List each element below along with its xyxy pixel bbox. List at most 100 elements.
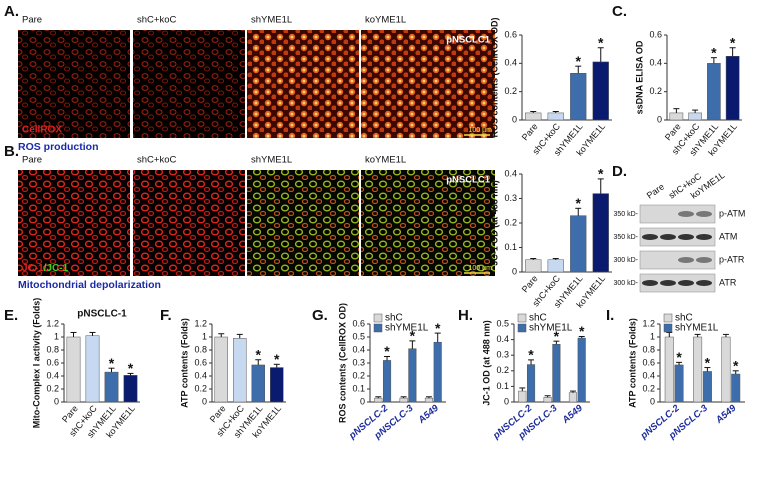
bar — [233, 338, 247, 403]
image-label: shYME1L — [251, 155, 292, 166]
blot-band — [678, 257, 694, 263]
blot-band — [678, 280, 694, 286]
significance-mark: * — [598, 166, 604, 182]
legend-swatch — [517, 313, 527, 323]
significance-mark: * — [576, 53, 582, 69]
y-tick-label: 1.2 — [194, 318, 207, 328]
image-label: Pare — [22, 15, 42, 26]
bar — [525, 259, 542, 273]
bar — [693, 336, 703, 403]
bar — [543, 397, 552, 403]
y-tick-label: 0.1 — [496, 381, 509, 391]
bar — [721, 336, 731, 403]
x-tick-label: Pare — [520, 273, 540, 294]
y-tick-label: 0.1 — [352, 383, 365, 393]
bar — [85, 335, 100, 403]
image-label: shYME1L — [251, 15, 292, 26]
bar — [570, 73, 587, 121]
significance-mark: * — [128, 360, 134, 376]
bar — [399, 397, 408, 403]
y-tick-label: 0.8 — [642, 344, 655, 354]
y-tick-label: 0.8 — [194, 344, 207, 354]
y-tick-label: 0 — [504, 396, 509, 406]
image-label: koYME1L — [365, 155, 406, 166]
bar — [731, 373, 741, 403]
significance-mark: * — [410, 328, 416, 344]
blot-band — [696, 280, 712, 286]
y-tick-label: 0.5 — [352, 331, 365, 341]
image-caption: ROS production — [18, 141, 99, 153]
bar — [577, 337, 586, 403]
significance-mark: * — [711, 44, 717, 60]
y-tick-label: 0.4 — [46, 370, 59, 380]
bar — [664, 336, 674, 403]
y-axis-label: ROS contents (CellROX OD) — [489, 17, 499, 137]
y-tick-label: 0.2 — [504, 86, 517, 96]
bar — [547, 259, 564, 273]
y-tick-label: 0 — [657, 114, 662, 124]
bar — [382, 360, 392, 403]
legend-label: shC — [529, 313, 547, 324]
bar — [433, 341, 442, 403]
legend-label: shC — [385, 313, 403, 324]
panel-label: H. — [458, 307, 473, 324]
significance-mark: * — [274, 351, 280, 367]
y-tick-label: 0.3 — [504, 193, 517, 203]
y-tick-label: 0 — [650, 396, 655, 406]
y-tick-label: 0.4 — [194, 370, 207, 380]
panel-label: G. — [312, 307, 328, 324]
blot-marker: 300 kD- — [613, 280, 638, 287]
bar — [725, 56, 740, 121]
scale-bar-label: 100 µm — [469, 265, 493, 272]
image-caption: Mitochondrial depolarization — [18, 279, 161, 291]
y-axis-label: ssDNA ELISA OD — [634, 40, 644, 114]
y-axis-label: JC-1 OD (at 488 nm) — [481, 320, 491, 406]
legend-swatch — [373, 313, 383, 323]
y-tick-label: 0.2 — [194, 383, 207, 393]
image-label: shC+koC — [137, 15, 176, 26]
y-tick-label: 0.6 — [352, 318, 365, 328]
blot-strip — [639, 273, 716, 293]
significance-mark: * — [528, 347, 534, 363]
y-tick-label: 1 — [54, 331, 59, 341]
bar — [104, 371, 119, 403]
significance-mark: * — [256, 346, 262, 362]
legend-label: shYME1L — [529, 323, 573, 334]
x-tick-label: Pare — [520, 121, 540, 142]
blot-protein: p-ATM — [719, 208, 745, 218]
significance-mark: * — [109, 355, 115, 371]
blot-band — [642, 234, 658, 240]
panel-label: B. — [4, 143, 19, 160]
significance-mark: * — [705, 354, 711, 370]
blot-band — [678, 234, 694, 240]
bar — [592, 193, 609, 273]
y-tick-label: 0.5 — [496, 318, 509, 328]
stain-red: JC-1 — [22, 263, 44, 274]
panel-label: E. — [4, 307, 18, 324]
panel-label: D. — [612, 163, 627, 180]
blot-strip — [639, 250, 716, 270]
micrograph — [133, 30, 245, 138]
panel-label: A. — [4, 3, 19, 20]
blot-band — [696, 234, 712, 240]
bar — [374, 397, 383, 403]
blot-band — [678, 211, 694, 217]
bar — [592, 61, 609, 121]
significance-mark: * — [576, 195, 582, 211]
y-tick-label: 0.6 — [194, 357, 207, 367]
blot-protein: ATM — [719, 231, 737, 241]
legend-swatch — [517, 323, 527, 333]
y-tick-label: 0.4 — [504, 58, 517, 68]
micrograph — [247, 170, 359, 276]
bar — [251, 364, 265, 403]
chart-title: pNSCLC-1 — [77, 309, 127, 320]
y-tick-label: 1.2 — [46, 318, 59, 328]
image-label: shC+koC — [137, 155, 176, 166]
y-tick-label: 0.3 — [352, 357, 365, 367]
bar — [702, 371, 712, 403]
y-tick-label: 0.4 — [649, 58, 662, 68]
bar — [424, 397, 434, 403]
y-tick-label: 0.2 — [352, 370, 365, 380]
blot-band — [696, 257, 712, 263]
